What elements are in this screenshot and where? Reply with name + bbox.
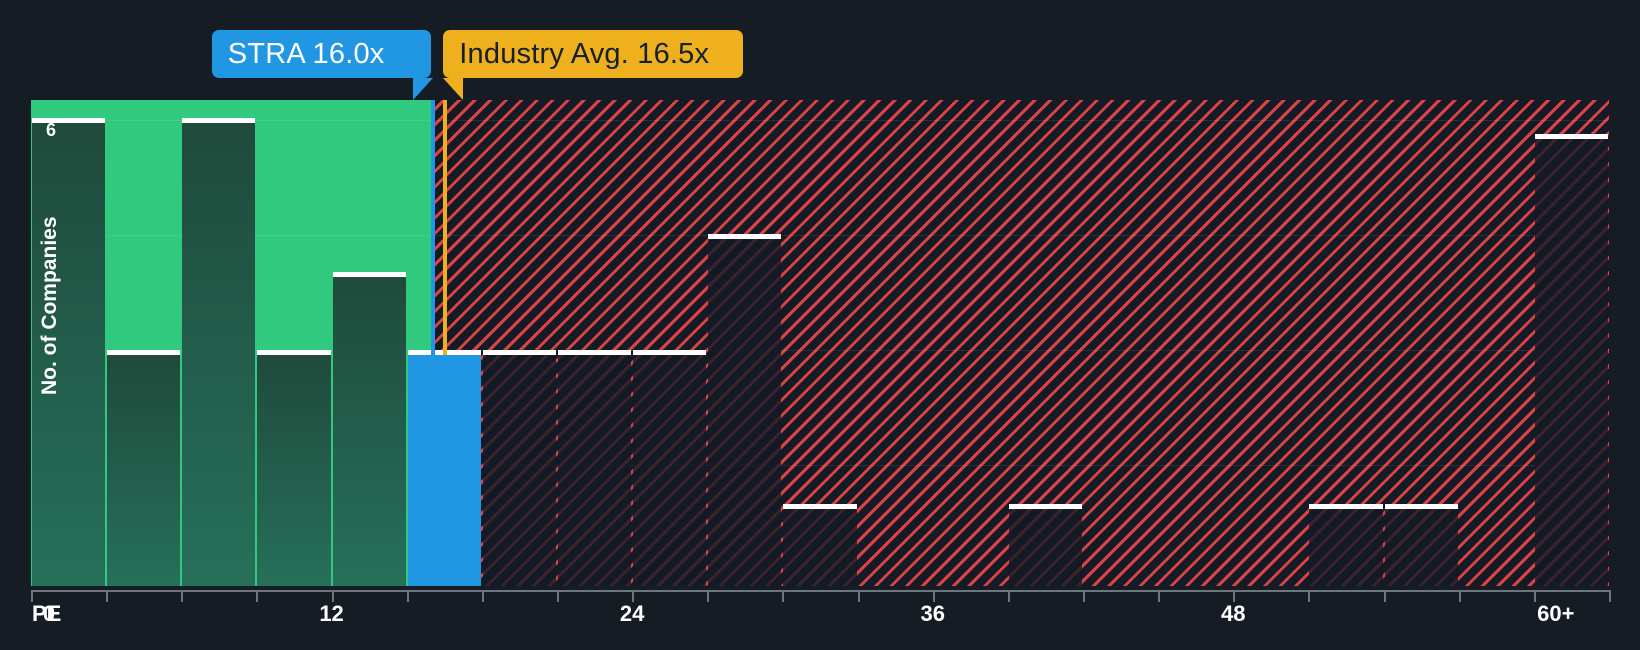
bar-18-21[interactable]	[482, 349, 556, 586]
x-tick	[782, 590, 785, 602]
stra-marker-line	[430, 100, 435, 355]
bar-39-42[interactable]	[1008, 503, 1082, 586]
x-tick	[331, 590, 334, 602]
x-tick-label-24: 24	[619, 601, 645, 626]
industry-avg-callout[interactable]: Industry Avg. 16.5x	[443, 30, 744, 78]
bar-27-30[interactable]	[708, 233, 782, 586]
industry-avg-callout-tail	[443, 78, 464, 100]
x-tick	[181, 590, 184, 602]
x-tick	[1083, 590, 1085, 602]
bar-60+[interactable]	[1534, 133, 1608, 586]
x-tick	[1533, 590, 1536, 602]
bar-cap	[1309, 503, 1383, 509]
industry-avg-callout-label: Industry Avg. 16.5x	[459, 37, 710, 70]
gridline-1p5	[31, 465, 1609, 466]
x-tick-label-0: 0	[42, 601, 56, 626]
x-tick	[1007, 590, 1010, 602]
bar-cap	[1534, 133, 1608, 139]
x-tick	[1609, 590, 1611, 602]
y-axis-tick-label: 6	[46, 120, 57, 140]
bar-cap	[257, 349, 331, 355]
x-tick	[406, 590, 409, 602]
x-tick	[256, 590, 259, 602]
x-tick	[1308, 590, 1311, 602]
bar-cap	[482, 349, 556, 355]
bar-cap	[182, 118, 256, 124]
bar-cap	[708, 233, 782, 239]
x-tick	[707, 590, 710, 602]
x-tick-label-60+: 60+	[1537, 601, 1575, 626]
stra-callout-label: STRA 16.0x	[227, 37, 385, 70]
bar-30-33[interactable]	[783, 503, 857, 586]
bar-15-18[interactable]	[407, 349, 481, 586]
x-tick	[932, 590, 935, 602]
gridline-6	[31, 120, 1609, 121]
bar-12-15[interactable]	[332, 272, 406, 586]
bar-51-54[interactable]	[1309, 503, 1383, 586]
x-tick	[1158, 590, 1161, 602]
x-tick-label-48: 48	[1221, 601, 1246, 626]
x-tick-label-12: 12	[319, 601, 344, 626]
bar-9-12[interactable]	[257, 349, 331, 586]
stra-callout-tail	[412, 78, 433, 100]
x-tick	[557, 590, 559, 602]
bar-cap	[558, 349, 632, 355]
x-tick	[1383, 590, 1386, 602]
bar-3-6[interactable]	[107, 349, 181, 586]
bar-cap	[1384, 503, 1458, 509]
bar-24-27[interactable]	[633, 349, 707, 586]
x-tick	[481, 590, 484, 602]
stra-callout[interactable]: STRA 16.0x	[211, 30, 431, 78]
x-tick-label-36: 36	[920, 601, 945, 626]
y-axis-title: No. of Companies	[38, 216, 61, 395]
bar-21-24[interactable]	[558, 349, 632, 586]
x-axis-title: PE	[32, 601, 62, 626]
bar-cap	[332, 272, 406, 278]
x-tick	[1458, 590, 1461, 602]
bar-cap	[633, 349, 707, 355]
bar-cap	[107, 349, 181, 355]
x-tick	[1233, 590, 1236, 602]
bar-6-9[interactable]	[182, 118, 256, 586]
x-tick	[31, 590, 33, 602]
bar-0-3[interactable]	[32, 118, 106, 586]
x-tick	[632, 590, 635, 602]
x-tick	[857, 590, 860, 602]
gridline-4p5	[31, 235, 1609, 236]
x-axis-line	[31, 590, 1609, 592]
bar-cap	[783, 503, 857, 509]
bar-cap	[32, 118, 106, 124]
industry-avg-marker-line	[443, 100, 448, 355]
plot-area	[31, 100, 1609, 586]
x-tick	[106, 590, 109, 602]
bar-54-57[interactable]	[1384, 503, 1458, 586]
gridline-3	[31, 350, 1609, 351]
bar-cap	[1008, 503, 1082, 509]
